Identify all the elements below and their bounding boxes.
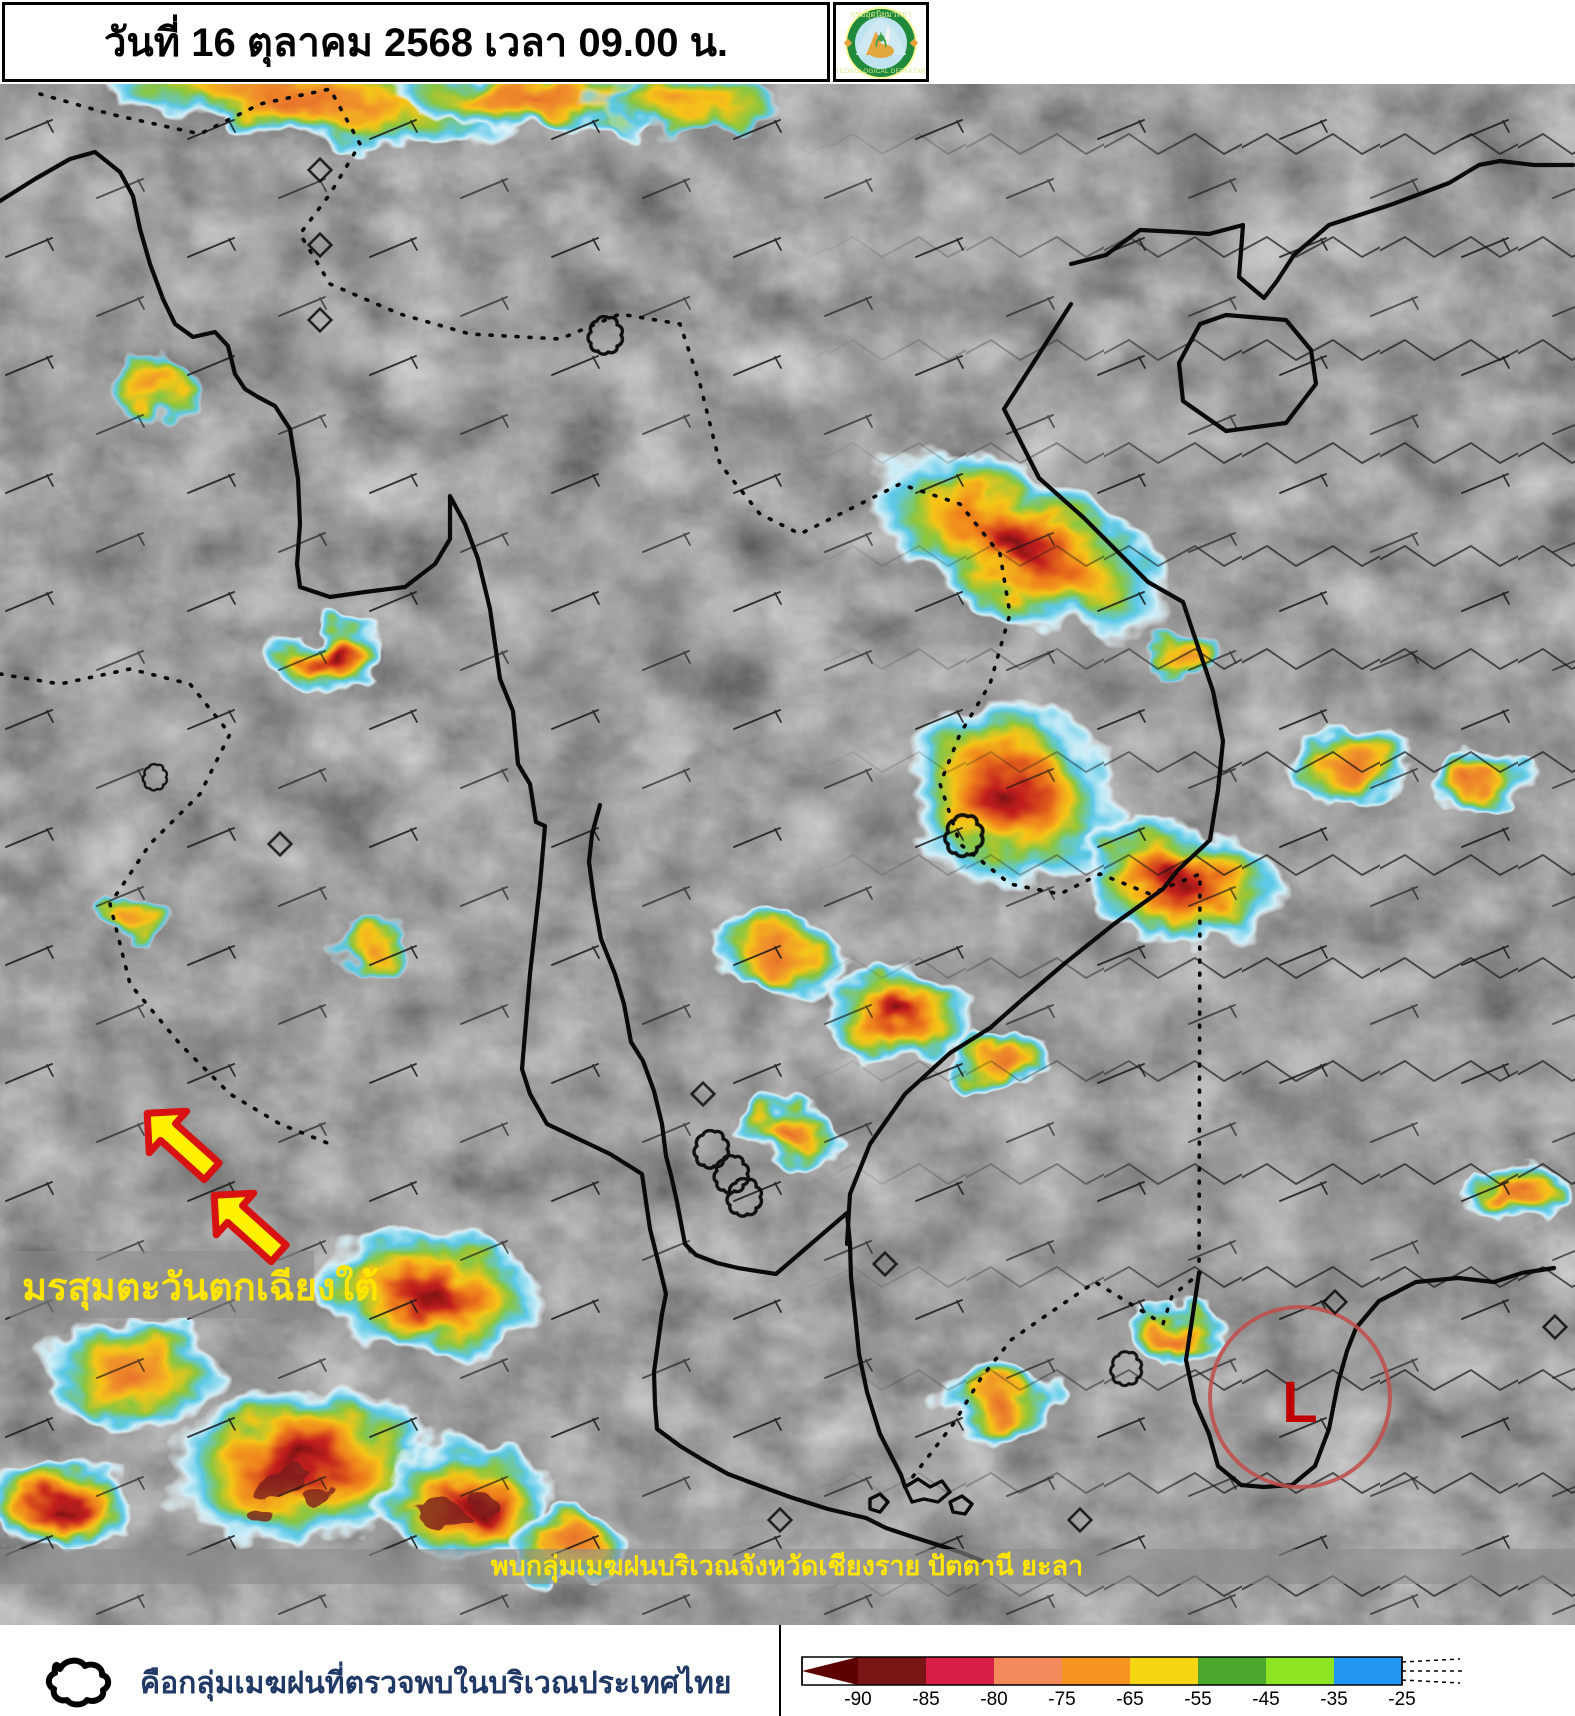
svg-text:-75: -75 xyxy=(1048,1689,1075,1710)
svg-text:-25: -25 xyxy=(1388,1689,1415,1710)
svg-text:มรสุมตะวันตกเฉียงใต้: มรสุมตะวันตกเฉียงใต้ xyxy=(22,1265,379,1311)
svg-text:METEOROLOGICAL DEPARTMENT: METEOROLOGICAL DEPARTMENT xyxy=(836,68,926,75)
svg-text:-90: -90 xyxy=(844,1689,871,1710)
svg-text:L: L xyxy=(1282,1370,1317,1435)
svg-text:คือกลุ่มเมฆฝนที่ตรวจพบในบริเวณ: คือกลุ่มเมฆฝนที่ตรวจพบในบริเวณประเทศไทย xyxy=(140,1661,731,1702)
svg-text:-45: -45 xyxy=(1252,1689,1279,1710)
svg-text:กรมอุตุนิยมวิทยา: กรมอุตุนิยมวิทยา xyxy=(851,9,912,20)
svg-text:-80: -80 xyxy=(980,1689,1007,1710)
svg-text:-65: -65 xyxy=(1116,1689,1143,1710)
svg-text:-55: -55 xyxy=(1184,1689,1211,1710)
svg-text:พบกลุ่มเมฆฝนบริเวณจังหวัดเชียง: พบกลุ่มเมฆฝนบริเวณจังหวัดเชียงราย ปัตตาน… xyxy=(491,1551,1083,1583)
svg-text:-85: -85 xyxy=(912,1689,939,1710)
svg-text:-35: -35 xyxy=(1320,1689,1347,1710)
